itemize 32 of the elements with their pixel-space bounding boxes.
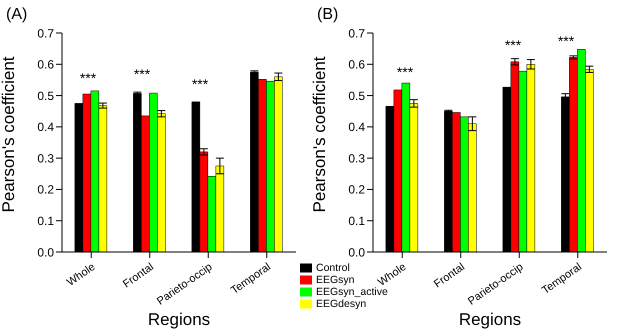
y-tick-label: 0.4: [348, 120, 366, 134]
annotation: ***: [190, 76, 210, 92]
annotation: ***: [396, 64, 414, 80]
y-tick-label: 0.4: [37, 120, 54, 134]
annotation: ***: [556, 33, 576, 49]
y-tick-label: 0.1: [37, 214, 54, 228]
legend-label: EEGsyn_active: [316, 286, 388, 298]
x-axis-title: Regions: [148, 310, 210, 329]
y-tick-label: 0.3: [348, 151, 366, 166]
y-tick-label: 0.0: [348, 245, 366, 260]
y-axis-title: Pearson's coefficient: [0, 56, 18, 212]
y-tick-label: 0.3: [37, 151, 54, 166]
chart-title: (A): [6, 6, 28, 24]
x-axis-title: Regions: [458, 310, 522, 329]
y-tick-label: 0.6: [348, 58, 366, 72]
y-tick-label: 0.2: [37, 182, 54, 197]
legend-label: EEGsyn: [316, 274, 355, 286]
annotation: ***: [132, 66, 152, 82]
y-tick-label: 0.6: [37, 58, 54, 72]
annotation: ***: [78, 70, 98, 86]
y-tick-label: 0.5: [37, 88, 54, 103]
chart-title: (B): [317, 6, 338, 24]
y-tick-label: 0.1: [348, 214, 366, 228]
y-axis-title: Pearson's coefficient: [310, 56, 330, 212]
legend-label: EEGdesyn: [316, 298, 366, 310]
legend-label: Control: [316, 262, 350, 274]
annotation: ***: [504, 37, 522, 53]
y-tick-label: 0.0: [37, 245, 54, 260]
y-tick-label: 0.7: [348, 26, 366, 40]
y-tick-label: 0.7: [37, 26, 54, 40]
y-tick-label: 0.2: [348, 182, 366, 197]
y-tick-label: 0.5: [348, 88, 366, 103]
